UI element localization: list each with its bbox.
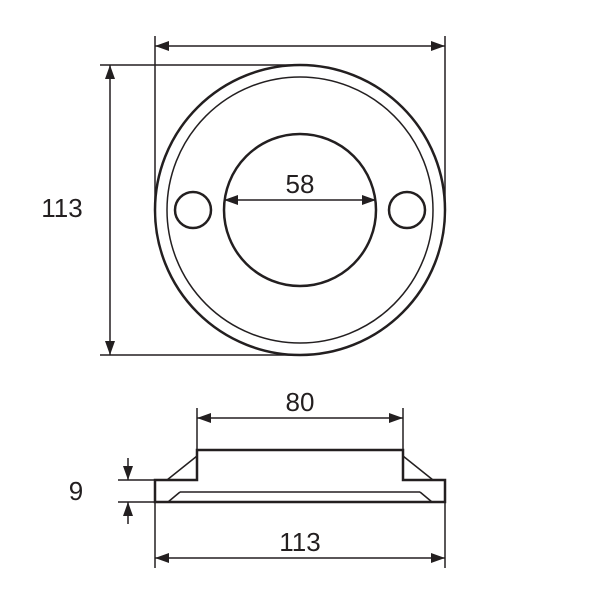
side-view [155,450,445,502]
dim-outer-diameter-vertical-label: 113 [41,193,82,223]
center-bore [224,134,376,286]
bottom-recess-right [420,492,432,502]
outer-ring-inner [167,77,433,343]
side-outline [155,450,445,502]
step-under-left [167,456,197,480]
mount-hole-left [175,192,211,228]
dim-full-width: 113 [155,502,445,568]
dim-height: 9 [69,458,155,524]
dim-outer-diameter-vertical: 113 [41,65,300,355]
dim-height-label: 9 [69,476,83,506]
top-view: 58 [155,65,445,355]
step-under-right [403,456,433,480]
outer-circle [155,65,445,355]
mount-hole-right [389,192,425,228]
dim-step-width-label: 80 [286,387,315,417]
technical-drawing: 58 113 80 [0,0,600,600]
dim-inner-diameter-label: 58 [286,169,315,199]
dim-inner-diameter: 58 [224,169,376,205]
dim-step-width: 80 [197,387,403,450]
bottom-recess-left [168,492,180,502]
dim-full-width-label: 113 [279,527,320,557]
